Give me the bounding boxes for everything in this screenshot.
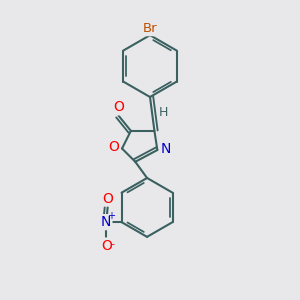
Text: O: O [102, 192, 113, 206]
Text: Br: Br [143, 22, 157, 35]
Text: O: O [108, 140, 119, 154]
Text: H: H [159, 106, 168, 119]
Text: -: - [111, 239, 115, 249]
Text: O: O [101, 239, 112, 253]
Text: O: O [113, 100, 124, 114]
Text: N: N [160, 142, 171, 155]
Text: +: + [107, 211, 115, 221]
Text: N: N [101, 215, 111, 229]
